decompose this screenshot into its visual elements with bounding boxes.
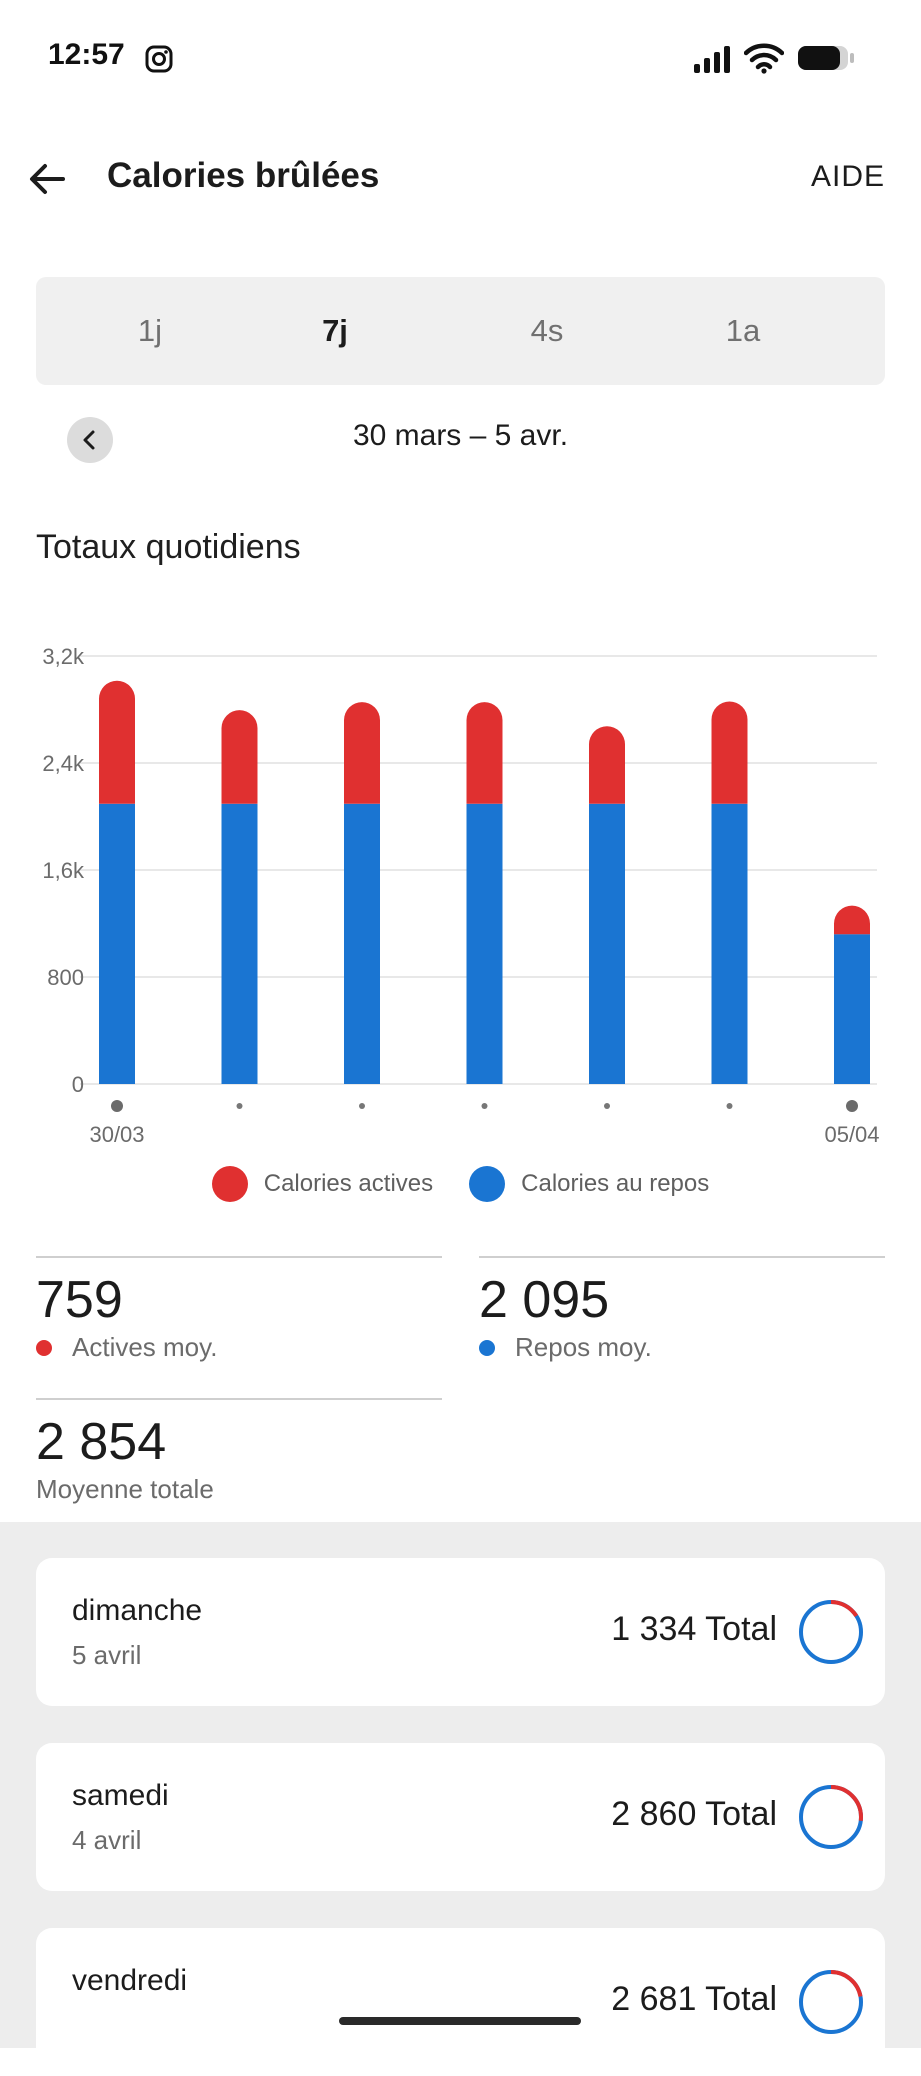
status-time: 12:57 xyxy=(48,38,125,71)
day-card[interactable]: dimanche 5 avril 1 334 Total xyxy=(36,1558,885,1706)
rest-average-text: Repos moy. xyxy=(515,1332,652,1362)
day-name: samedi xyxy=(72,1779,169,1812)
signal-icon xyxy=(694,46,730,73)
divider xyxy=(36,1256,442,1258)
day-total: 2 681 Total xyxy=(611,1980,777,2018)
tab-4-weeks[interactable]: 4s xyxy=(530,313,564,348)
day-total: 2 860 Total xyxy=(611,1795,777,1833)
x-tick-dot xyxy=(726,1103,733,1109)
divider xyxy=(479,1256,885,1258)
active-average-value: 759 xyxy=(36,1271,123,1329)
previous-period-button[interactable] xyxy=(67,417,113,463)
legend-item-rest: Calories au repos xyxy=(469,1166,709,1202)
day-progress-ring xyxy=(799,1970,863,2034)
x-tick-dot xyxy=(111,1100,123,1112)
bar-rest xyxy=(99,803,135,1084)
bar-rest xyxy=(466,803,503,1084)
bar-rest xyxy=(589,803,625,1084)
tab-1-day[interactable]: 1j xyxy=(137,313,163,348)
day-name: dimanche xyxy=(72,1594,203,1627)
day-card[interactable]: samedi 4 avril 2 860 Total xyxy=(36,1743,885,1891)
bar-rest xyxy=(221,803,258,1084)
active-dot-icon xyxy=(36,1339,52,1356)
y-tick-label: 1,6k xyxy=(42,858,85,883)
x-tick-dot xyxy=(236,1103,243,1109)
wifi-icon xyxy=(744,43,784,74)
bar-active xyxy=(344,702,380,804)
daily-list: dimanche 5 avril 1 334 Total samedi 4 av… xyxy=(0,1522,921,2076)
ring-active-arc xyxy=(799,1970,863,2034)
rest-dot-icon xyxy=(479,1339,495,1356)
legend-swatch-rest xyxy=(469,1166,506,1202)
y-tick-label: 3,2k xyxy=(42,644,85,669)
bar-active xyxy=(711,701,748,804)
day-progress-ring xyxy=(799,1600,863,1664)
period-tabs: 1j 7j 4s 1a xyxy=(36,277,885,385)
rest-average-label: Repos moy. xyxy=(479,1332,652,1363)
bar-rest xyxy=(344,803,380,1084)
daily-calories-chart: 0 800 1,6k 2,4k 3,2k 30/03 05/04 xyxy=(42,644,879,1147)
day-card[interactable]: vendredi 2 681 Total xyxy=(36,1928,885,2076)
legend-label-rest: Calories au repos xyxy=(521,1170,710,1197)
legend-label-active: Calories actives xyxy=(263,1170,434,1197)
instagram-icon xyxy=(145,45,173,73)
y-tick-label: 800 xyxy=(47,965,84,990)
bar-rest xyxy=(711,803,748,1084)
bar-active xyxy=(466,702,503,804)
date-range: 30 mars – 5 avr. xyxy=(352,419,569,452)
legend-item-active: Calories actives xyxy=(211,1166,434,1202)
legend-swatch-active xyxy=(211,1166,248,1202)
page-title: Calories brûlées xyxy=(107,156,380,195)
ring-active-arc xyxy=(799,1785,863,1849)
active-average-label: Actives moy. xyxy=(36,1332,217,1363)
chevron-left-icon xyxy=(83,430,95,450)
y-tick-label: 0 xyxy=(72,1072,84,1097)
active-average-text: Actives moy. xyxy=(72,1332,218,1362)
tab-1-year[interactable]: 1a xyxy=(725,313,761,348)
day-name: vendredi xyxy=(72,1964,188,1997)
x-tick-dot xyxy=(481,1103,488,1109)
section-heading: Totaux quotidiens xyxy=(36,528,301,566)
x-tick-dot xyxy=(846,1100,858,1112)
home-indicator[interactable] xyxy=(339,2017,581,2025)
day-date: 5 avril xyxy=(72,1640,142,1670)
y-tick-label: 2,4k xyxy=(42,751,85,776)
tab-7-days[interactable]: 7j xyxy=(322,313,348,348)
x-tick-dot xyxy=(604,1103,610,1109)
x-tick-label: 30/03 xyxy=(89,1122,144,1147)
total-average-label: Moyenne totale xyxy=(36,1474,214,1504)
day-date: 4 avril xyxy=(72,1825,142,1855)
bar-active xyxy=(99,680,135,804)
day-total: 1 334 Total xyxy=(611,1610,777,1648)
battery-icon xyxy=(798,46,854,70)
help-button[interactable]: AIDE xyxy=(810,160,885,193)
total-average-value: 2 854 xyxy=(36,1413,167,1471)
ring-active-arc xyxy=(799,1600,863,1664)
divider xyxy=(36,1398,442,1400)
bar-active xyxy=(834,905,870,935)
back-button[interactable] xyxy=(18,150,76,208)
bar-active xyxy=(589,726,625,804)
x-tick-dot xyxy=(359,1103,365,1109)
day-progress-ring xyxy=(799,1785,863,1849)
arrow-left-icon xyxy=(30,164,65,194)
bar-rest xyxy=(834,934,870,1084)
bar-active xyxy=(221,710,258,804)
chart-legend: Calories actives Calories au repos xyxy=(0,1166,921,1202)
x-tick-label: 05/04 xyxy=(824,1122,879,1147)
rest-average-value: 2 095 xyxy=(479,1271,610,1329)
